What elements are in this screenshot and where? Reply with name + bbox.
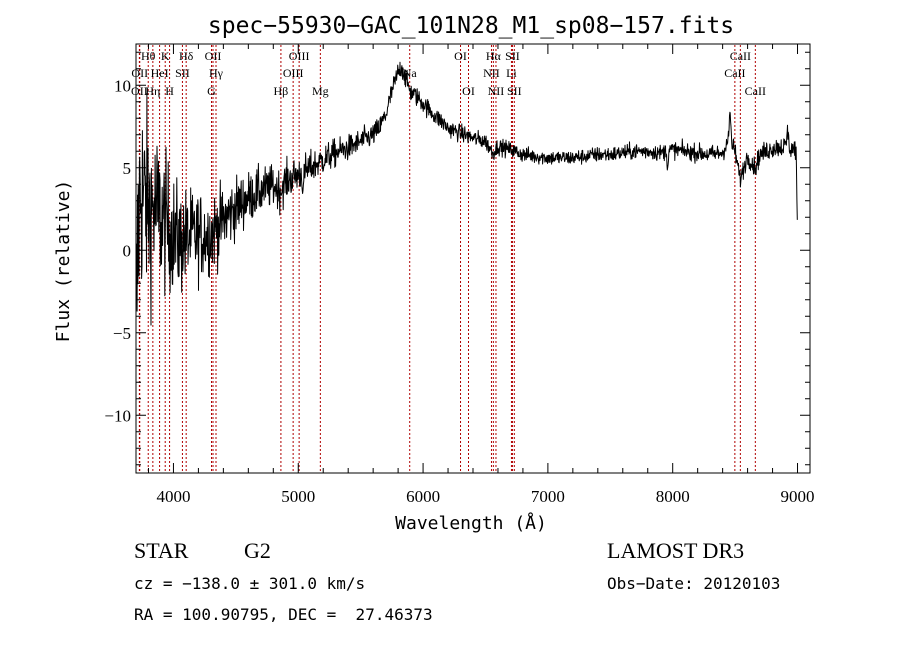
spectral-line-label: OIII — [283, 66, 304, 80]
spectral-line-label: NII — [488, 84, 505, 98]
spectral-line-label: OIII — [289, 49, 310, 63]
redshift-cz: cz = −138.0 ± 301.0 km/s — [134, 574, 365, 593]
survey-name: LAMOST DR3 — [607, 538, 744, 563]
observation-date: Obs−Date: 20120103 — [607, 574, 780, 593]
x-axis: 4000 5000 6000 7000 8000 9000 — [147, 44, 815, 506]
spectral-line-label: SII — [505, 49, 520, 63]
y-axis: −10 −5 0 5 10 — [104, 51, 810, 466]
spectral-line-markers — [138, 45, 756, 473]
spectral-line-label: CaII — [724, 66, 745, 80]
spectral-line-label: K — [161, 49, 170, 63]
x-tick-label: 7000 — [531, 487, 565, 506]
object-class: STAR — [134, 538, 189, 563]
x-tick-label: 4000 — [156, 487, 190, 506]
spectral-line-label: Hγ — [209, 66, 224, 80]
spectral-line-label: OII — [131, 84, 148, 98]
y-tick-label: 5 — [123, 159, 132, 178]
spectral-line-label: Hα — [486, 49, 502, 63]
x-tick-label: 8000 — [656, 487, 690, 506]
ra-dec-coordinates: RA = 100.90795, DEC = 27.46373 — [134, 605, 433, 624]
x-tick-label: 9000 — [781, 487, 815, 506]
spectral-line-label: G — [207, 84, 216, 98]
x-axis-label: Wavelength (Å) — [395, 512, 547, 534]
plot-frame — [135, 43, 811, 474]
spectral-line-label: OII — [131, 66, 148, 80]
spectral-line-label: H — [165, 84, 174, 98]
spectral-line-label: Hη — [145, 84, 160, 98]
spectral-line-label: SII — [175, 66, 190, 80]
x-tick-label: 5000 — [281, 487, 315, 506]
spectral-line-label: HeI — [151, 66, 169, 80]
spectral-line-label: OII — [205, 49, 222, 63]
spectral-line-label: Hβ — [274, 84, 289, 98]
object-subclass: G2 — [244, 538, 271, 563]
spectral-line-label: Hθ — [141, 49, 156, 63]
spectral-line-label: CaII — [730, 49, 751, 63]
spectral-line-label: OI — [454, 49, 467, 63]
y-tick-label: −5 — [113, 324, 131, 343]
y-tick-label: −10 — [104, 406, 131, 425]
spectral-line-label: OI — [462, 84, 475, 98]
x-tick-label: 6000 — [406, 487, 440, 506]
y-tick-label: 10 — [114, 76, 131, 95]
spectral-line-label: Li — [506, 66, 517, 80]
spectral-line-label: SII — [507, 84, 522, 98]
spectral-line-label: CaII — [745, 84, 766, 98]
chart-title: spec−55930−GAC_101N28_M1_sp08−157.fits — [208, 13, 734, 39]
y-tick-label: 0 — [123, 241, 132, 260]
spectrum-series — [135, 61, 798, 326]
spectral-line-label: Mg — [312, 84, 329, 98]
y-axis-label: Flux (relative) — [53, 180, 74, 343]
spectral-line-label: Hδ — [179, 49, 194, 63]
spectral-line-label: NII — [483, 66, 500, 80]
